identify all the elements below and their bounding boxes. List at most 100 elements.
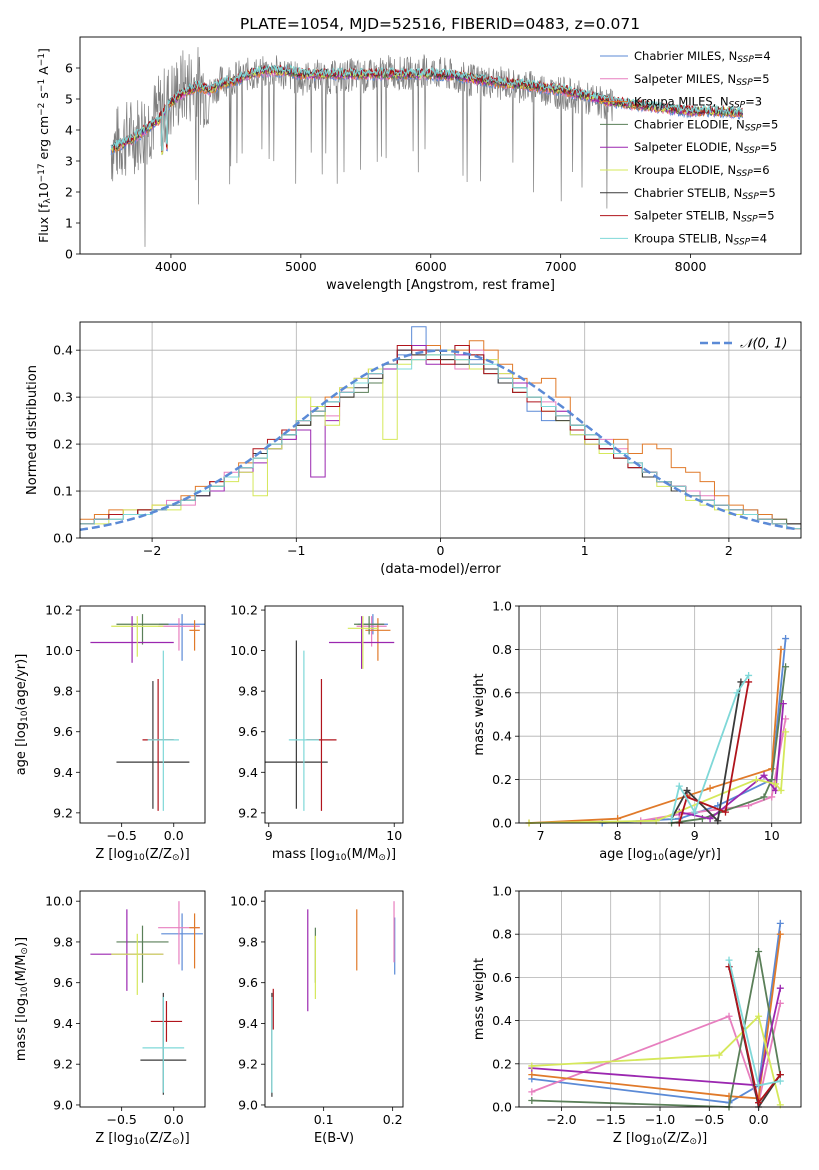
legend-label: Kroupa ELODIE, NSSP=6 xyxy=(634,163,770,179)
y-tick-label: 9.0 xyxy=(238,1097,258,1112)
error-bar xyxy=(159,614,205,661)
error-bar xyxy=(111,616,164,657)
error-bar xyxy=(90,909,164,991)
weight-marker xyxy=(755,1099,763,1107)
weight-marker xyxy=(691,808,699,816)
y-tick-label: 0.0 xyxy=(53,531,73,546)
error-bar xyxy=(158,901,200,965)
error-bar xyxy=(265,640,328,809)
x-axis-label: Z [log10(Z/Z⊙)] xyxy=(95,847,189,863)
weight-marker xyxy=(745,671,753,679)
y-tick-label: 10.2 xyxy=(45,603,73,618)
x-tick-label: −1 xyxy=(287,543,305,558)
y-tick-label: 9.4 xyxy=(53,1016,73,1031)
weight-marker xyxy=(706,815,714,823)
legend-label: Salpeter STELIB, NSSP=5 xyxy=(634,209,775,225)
y-tick-label: 1.0 xyxy=(492,884,512,899)
y-tick-label: 0.3 xyxy=(53,390,73,405)
mass-age-panel: 9 10 9.2 9.4 9.6 9.8 10.0 10.2 mass [log10(M/M⊙)… xyxy=(230,603,404,863)
error-bar xyxy=(306,679,337,811)
x-axis-label: age [log10(age/yr)] xyxy=(599,847,721,863)
weight-marker xyxy=(777,786,785,794)
x-tick-label: −1.5 xyxy=(596,1112,626,1127)
y-tick-label: 9.8 xyxy=(53,934,73,949)
y-tick-label: 3 xyxy=(65,154,73,169)
x-tick-label: 0.0 xyxy=(749,1112,769,1127)
x-axis-label: wavelength [Angstrom, rest frame] xyxy=(326,278,555,293)
x-tick-label: −1.0 xyxy=(645,1112,675,1127)
weight-marker xyxy=(760,793,768,801)
error-bar xyxy=(328,616,395,669)
axes-frame xyxy=(264,605,404,824)
y-tick-label: 0.6 xyxy=(492,970,512,985)
y-tick-label: 0 xyxy=(65,247,73,262)
y-tick-label: 10.2 xyxy=(230,603,258,618)
weight-marker xyxy=(755,1012,763,1020)
x-tick-label: 7 xyxy=(537,828,545,843)
spectrum-legend: Chabrier MILES, NSSP=4 Salpeter MILES, NS… xyxy=(600,49,778,248)
weight-marker xyxy=(706,784,714,792)
y-tick-label: 1.0 xyxy=(492,599,512,614)
x-tick-label: 0.1 xyxy=(314,1112,334,1127)
y-tick-label: 0.8 xyxy=(492,642,512,657)
legend-label: Kroupa MILES, NSSP=3 xyxy=(634,95,762,111)
legend-label: 𝒩(0, 1) xyxy=(740,337,787,352)
weight-marker xyxy=(755,1081,763,1089)
x-tick-label: 6000 xyxy=(415,259,447,274)
z-weight-panel: −2.0 −1.5 −1.0 −0.5 0.0 0.0 0.2 0.4 0.6 0.8 1.0 Z [… xyxy=(472,884,802,1147)
error-bar xyxy=(189,620,200,651)
axes-frame xyxy=(518,890,802,1108)
weight-marker xyxy=(772,780,780,788)
spectrum-model-line xyxy=(110,64,743,152)
z-age-panel: −0.5 0.0 9.2 9.4 9.6 9.8 10.0 10.2 Z [log10(Z/Z⊙… xyxy=(14,603,206,863)
weight-marker xyxy=(715,1051,723,1059)
y-tick-label: 9.6 xyxy=(238,975,258,990)
y-axis-label: mass weight xyxy=(472,958,487,1040)
error-bar xyxy=(116,681,190,809)
error-bar xyxy=(142,996,185,1093)
y-tick-label: 6 xyxy=(65,61,73,76)
y-tick-label: 9.6 xyxy=(53,724,73,739)
x-tick-label: 9 xyxy=(691,828,699,843)
age-weight-panel: 7 8 9 10 0.0 0.2 0.4 0.6 0.8 1.0 age [log10(age/yr… xyxy=(472,599,802,863)
error-bar xyxy=(111,933,164,995)
y-tick-label: 9.2 xyxy=(53,1057,73,1072)
x-tick-label: −2.0 xyxy=(546,1112,576,1127)
error-bar xyxy=(347,616,378,669)
weight-line xyxy=(678,681,750,824)
x-axis-label: mass [log10(M/M⊙)] xyxy=(272,847,396,863)
error-bar xyxy=(150,1001,183,1042)
error-bar xyxy=(158,618,200,651)
weight-marker xyxy=(733,689,741,697)
weight-marker xyxy=(776,919,784,927)
axes-frame xyxy=(518,605,802,824)
y-tick-label: 1 xyxy=(65,216,73,231)
weight-marker xyxy=(768,776,776,784)
weight-marker xyxy=(777,645,785,653)
weight-marker xyxy=(675,782,683,790)
y-axis-label: Flux [fλ10−17 erg cm−2 s−1 A−1] xyxy=(36,48,53,243)
y-tick-label: 0.0 xyxy=(492,1100,512,1115)
weight-marker xyxy=(776,1071,784,1079)
x-axis-label: (data-model)/error xyxy=(380,562,501,577)
legend-label: Salpeter ELODIE, NSSP=5 xyxy=(634,140,777,156)
weight-marker xyxy=(760,771,768,779)
weight-marker xyxy=(755,947,763,955)
x-axis-label: Z [log10(Z/Z⊙)] xyxy=(613,1131,707,1147)
error-bar xyxy=(147,650,179,811)
x-tick-label: 10 xyxy=(386,828,402,843)
x-tick-label: 8 xyxy=(614,828,622,843)
x-tick-label: 8000 xyxy=(675,259,707,274)
y-tick-label: 2 xyxy=(65,185,73,200)
weight-marker xyxy=(725,1012,733,1020)
y-tick-label: 10.0 xyxy=(45,894,73,909)
x-tick-label: 0 xyxy=(437,543,445,558)
error-bar xyxy=(116,614,169,645)
error-bar xyxy=(161,913,203,971)
y-tick-label: 0.2 xyxy=(492,772,512,787)
weight-marker xyxy=(782,728,790,736)
weight-marker xyxy=(768,793,776,801)
x-tick-label: 10 xyxy=(764,828,780,843)
weight-line xyxy=(531,1003,782,1107)
